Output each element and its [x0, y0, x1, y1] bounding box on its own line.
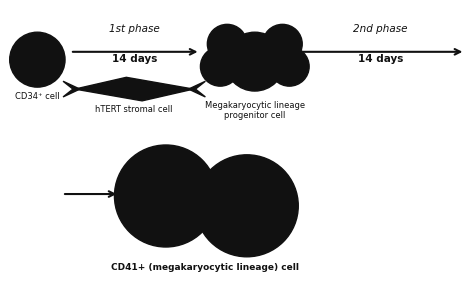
Circle shape: [270, 47, 309, 86]
Text: CD34⁺ cell: CD34⁺ cell: [15, 92, 60, 101]
Circle shape: [9, 32, 65, 87]
Circle shape: [207, 24, 247, 64]
Text: 2nd phase: 2nd phase: [353, 24, 408, 34]
Polygon shape: [189, 81, 205, 97]
Circle shape: [114, 145, 217, 247]
Text: hTERT stromal cell: hTERT stromal cell: [95, 105, 173, 114]
Text: 14 days: 14 days: [357, 54, 403, 64]
Circle shape: [201, 47, 240, 86]
Circle shape: [195, 155, 298, 257]
Circle shape: [225, 32, 284, 91]
Circle shape: [263, 24, 302, 64]
Text: CD41+ (megakaryocytic lineage) cell: CD41+ (megakaryocytic lineage) cell: [111, 263, 300, 272]
Polygon shape: [75, 77, 193, 101]
Text: 1st phase: 1st phase: [109, 24, 160, 34]
Polygon shape: [63, 81, 80, 97]
Text: Megakaryocytic lineage
progenitor cell: Megakaryocytic lineage progenitor cell: [205, 101, 305, 120]
Text: 14 days: 14 days: [111, 54, 157, 64]
